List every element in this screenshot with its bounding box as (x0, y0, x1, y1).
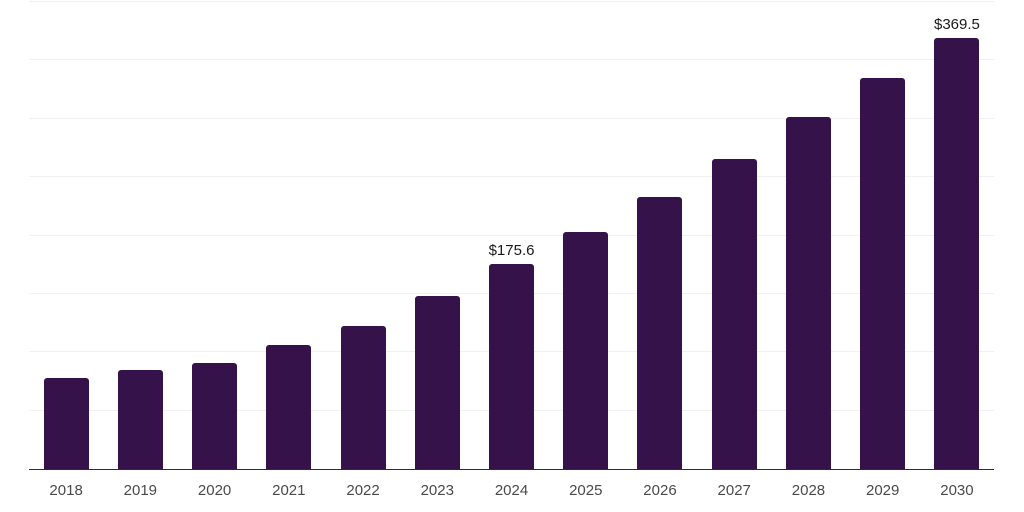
bar-slot-2019 (103, 2, 177, 469)
bar-slot-2018 (29, 2, 103, 469)
bar-2020[interactable] (192, 363, 238, 469)
bar-2022[interactable] (340, 326, 386, 469)
bar-2018[interactable] (43, 377, 89, 469)
bar-slot-2030: $369.5 (920, 2, 994, 469)
x-tick-2022: 2022 (346, 482, 380, 499)
bar-2021[interactable] (266, 344, 312, 469)
bar-value-label-2024: $175.6 (488, 242, 535, 259)
bar-slot-2023 (400, 2, 474, 469)
x-tick-2027: 2027 (717, 482, 751, 499)
gridline-400 (29, 1, 994, 2)
x-tick-2023: 2023 (420, 482, 454, 499)
bar-2024[interactable] (489, 264, 535, 469)
x-tick-2029: 2029 (866, 482, 900, 499)
bar-slot-2029 (846, 2, 920, 469)
bar-slot-2022 (326, 2, 400, 469)
bar-slot-2024: $175.6 (474, 2, 548, 469)
x-tick-2030: 2030 (940, 482, 974, 499)
gridline-300 (29, 117, 994, 119)
bar-2027[interactable] (711, 159, 757, 469)
bar-2028[interactable] (785, 117, 831, 469)
x-tick-2020: 2020 (197, 482, 232, 499)
bar-slot-2020 (177, 2, 251, 469)
x-axis: 2018 2019 2020 2021 2022 2023 2024 2025 2026 2027… (29, 482, 994, 500)
bar-slot-2026 (623, 2, 697, 469)
x-tick-2024: 2024 (494, 482, 529, 499)
x-tick-2021: 2021 (272, 482, 306, 499)
bar-2023[interactable] (414, 296, 460, 469)
x-tick-2018: 2018 (49, 482, 83, 499)
x-tick-2019: 2019 (123, 482, 158, 499)
gridline-250 (29, 176, 994, 178)
bar-slot-2021 (252, 2, 326, 469)
bar-2026[interactable] (637, 197, 683, 469)
bar-slot-2028 (771, 2, 845, 469)
bar-value-label-2030: $369.5 (933, 15, 980, 33)
gridline-200 (29, 234, 994, 236)
x-tick-2026: 2026 (643, 482, 677, 499)
x-tick-2025: 2025 (569, 482, 603, 499)
bar-2025[interactable] (563, 231, 609, 469)
bar-2030[interactable] (934, 37, 980, 469)
x-tick-2028: 2028 (791, 482, 826, 499)
bar-2029[interactable] (860, 78, 906, 469)
bars-row: $175.6 $369.5 (29, 1, 994, 469)
plot-area: $175.6 $369.5 (29, 1, 994, 470)
bar-2019[interactable] (117, 370, 163, 469)
gridline-350 (29, 59, 994, 61)
bar-slot-2025 (549, 2, 623, 469)
bar-slot-2027 (697, 2, 771, 469)
